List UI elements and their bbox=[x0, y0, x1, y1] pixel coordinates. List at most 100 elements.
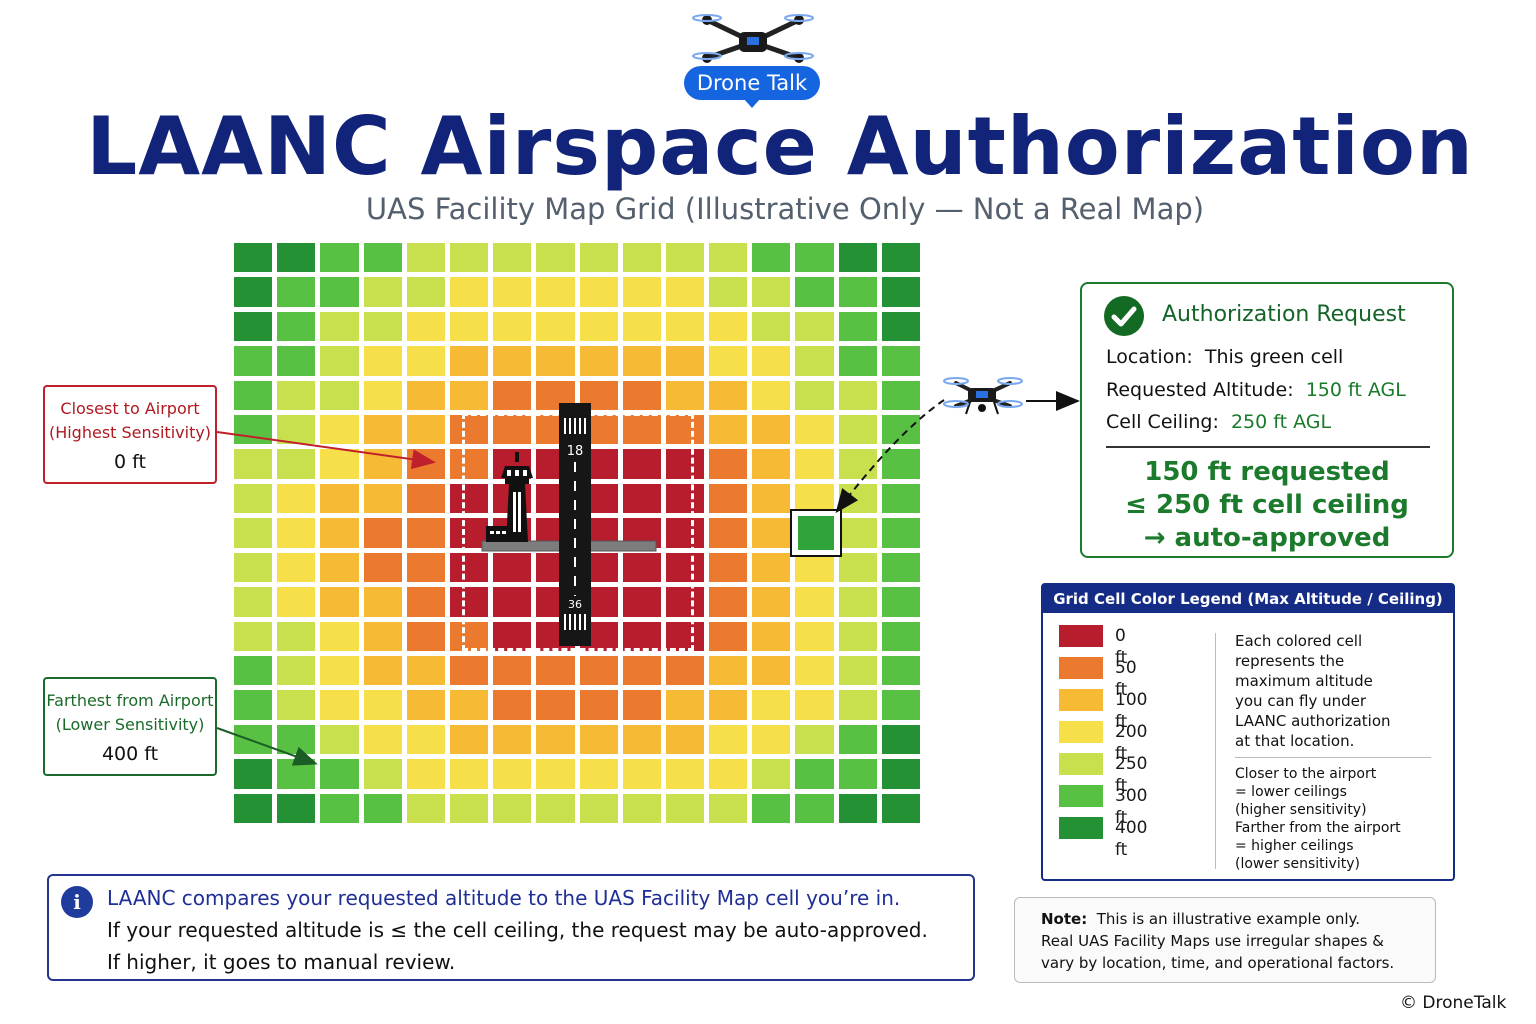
grid-cell bbox=[406, 690, 445, 720]
legend-desc-line: Each colored cell bbox=[1235, 632, 1363, 650]
grid-cell bbox=[709, 380, 748, 411]
farthest-callout-line2: (Lower Sensitivity) bbox=[55, 715, 205, 734]
grid-cell bbox=[838, 587, 877, 617]
grid-cell bbox=[881, 621, 920, 651]
grid-cell bbox=[622, 690, 661, 720]
grid-cell bbox=[881, 243, 920, 273]
grid-cell bbox=[709, 483, 748, 514]
grid-cell bbox=[622, 449, 661, 479]
grid-cell bbox=[406, 346, 445, 376]
grid-cell bbox=[536, 793, 575, 823]
grid-cell bbox=[320, 277, 359, 307]
grid-cell bbox=[234, 243, 273, 273]
grid-cell bbox=[665, 793, 705, 823]
grid-cell bbox=[449, 587, 489, 617]
note-box: Note: This is an illustrative example on… bbox=[1014, 897, 1436, 983]
result-line-1: 150 ft requested bbox=[1144, 457, 1390, 487]
grid-cell bbox=[277, 621, 316, 651]
grid-cell bbox=[752, 655, 791, 686]
grid-cell bbox=[493, 690, 532, 720]
grid-cell bbox=[234, 724, 273, 755]
grid-cell bbox=[363, 621, 402, 651]
grid-cell bbox=[881, 311, 920, 342]
grid-cell bbox=[406, 724, 445, 755]
grid-cell bbox=[579, 346, 618, 376]
drone-icon bbox=[943, 377, 1023, 415]
grid-cell bbox=[234, 449, 273, 479]
grid-cell bbox=[752, 793, 791, 823]
grid-cell bbox=[320, 552, 359, 583]
grid-cell bbox=[665, 277, 705, 307]
grid-cell bbox=[277, 243, 316, 273]
grid-cell bbox=[234, 587, 273, 617]
grid-cell bbox=[795, 690, 834, 720]
grid-cell bbox=[277, 759, 316, 789]
grid-cell bbox=[449, 690, 489, 720]
grid-cell bbox=[493, 724, 532, 755]
info-line-3: If higher, it goes to manual review. bbox=[107, 950, 456, 974]
grid-cell bbox=[795, 793, 834, 823]
grid-cell bbox=[709, 311, 748, 342]
grid-cell bbox=[665, 415, 705, 445]
grid-cell bbox=[277, 380, 316, 411]
grid-cell bbox=[881, 415, 920, 445]
grid-cell bbox=[665, 346, 705, 376]
grid-cell bbox=[363, 655, 402, 686]
grid-cell bbox=[752, 311, 791, 342]
grid-cell bbox=[838, 518, 877, 548]
grid-cell bbox=[449, 655, 489, 686]
grid-cell bbox=[795, 655, 834, 686]
legend-label: 50 ft bbox=[1115, 658, 1137, 700]
grid-cell bbox=[449, 759, 489, 789]
grid-cell bbox=[234, 277, 273, 307]
grid-cell bbox=[838, 793, 877, 823]
grid-cell bbox=[320, 415, 359, 445]
legend-desc-line: at that location. bbox=[1235, 732, 1355, 750]
legend-swatch bbox=[1059, 657, 1103, 679]
grid-cell bbox=[406, 759, 445, 789]
grid-cell bbox=[277, 793, 316, 823]
grid-cell bbox=[449, 243, 489, 273]
farthest-callout-value: 400 ft bbox=[101, 743, 159, 765]
grid-cell bbox=[838, 655, 877, 686]
grid-cell bbox=[320, 793, 359, 823]
legend-label: 300 ft bbox=[1115, 786, 1148, 828]
info-line-2: If your requested altitude is ≤ the cell… bbox=[107, 918, 928, 942]
grid-cell bbox=[795, 243, 834, 273]
grid-cell bbox=[320, 518, 359, 548]
grid-cell bbox=[406, 655, 445, 686]
grid-cell bbox=[665, 380, 705, 411]
grid-cell bbox=[752, 449, 791, 479]
grid-cell bbox=[579, 690, 618, 720]
legend-desc-line: you can fly under bbox=[1235, 692, 1367, 710]
grid-cell bbox=[838, 415, 877, 445]
grid-cell bbox=[449, 552, 489, 583]
grid-cell bbox=[234, 346, 273, 376]
legend-swatch bbox=[1059, 753, 1103, 775]
grid-cell bbox=[752, 243, 791, 273]
brand-badge: Drone Talk bbox=[684, 66, 820, 108]
grid-cell bbox=[665, 243, 705, 273]
ceiling-value: 250 ft AGL bbox=[1230, 411, 1332, 433]
grid-cell bbox=[536, 380, 575, 411]
grid-cell bbox=[277, 311, 316, 342]
grid-cell bbox=[234, 518, 273, 548]
grid-cell bbox=[622, 793, 661, 823]
grid-cell bbox=[838, 690, 877, 720]
grid-cell bbox=[795, 724, 834, 755]
grid-cell bbox=[363, 552, 402, 583]
grid-cell bbox=[838, 449, 877, 479]
grid-cell bbox=[795, 277, 834, 307]
grid-cell bbox=[838, 243, 877, 273]
grid-cell bbox=[406, 380, 445, 411]
grid-cell bbox=[665, 552, 705, 583]
grid-cell bbox=[234, 380, 273, 411]
altitude-label: Requested Altitude: bbox=[1106, 379, 1294, 401]
grid-cell bbox=[234, 311, 273, 342]
grid-cell bbox=[709, 690, 748, 720]
grid-cell bbox=[838, 724, 877, 755]
location-value: This green cell bbox=[1204, 346, 1344, 368]
grid-cell bbox=[320, 483, 359, 514]
farthest-callout: Farthest from Airport (Lower Sensitivity… bbox=[43, 677, 217, 776]
grid-cell bbox=[622, 415, 661, 445]
